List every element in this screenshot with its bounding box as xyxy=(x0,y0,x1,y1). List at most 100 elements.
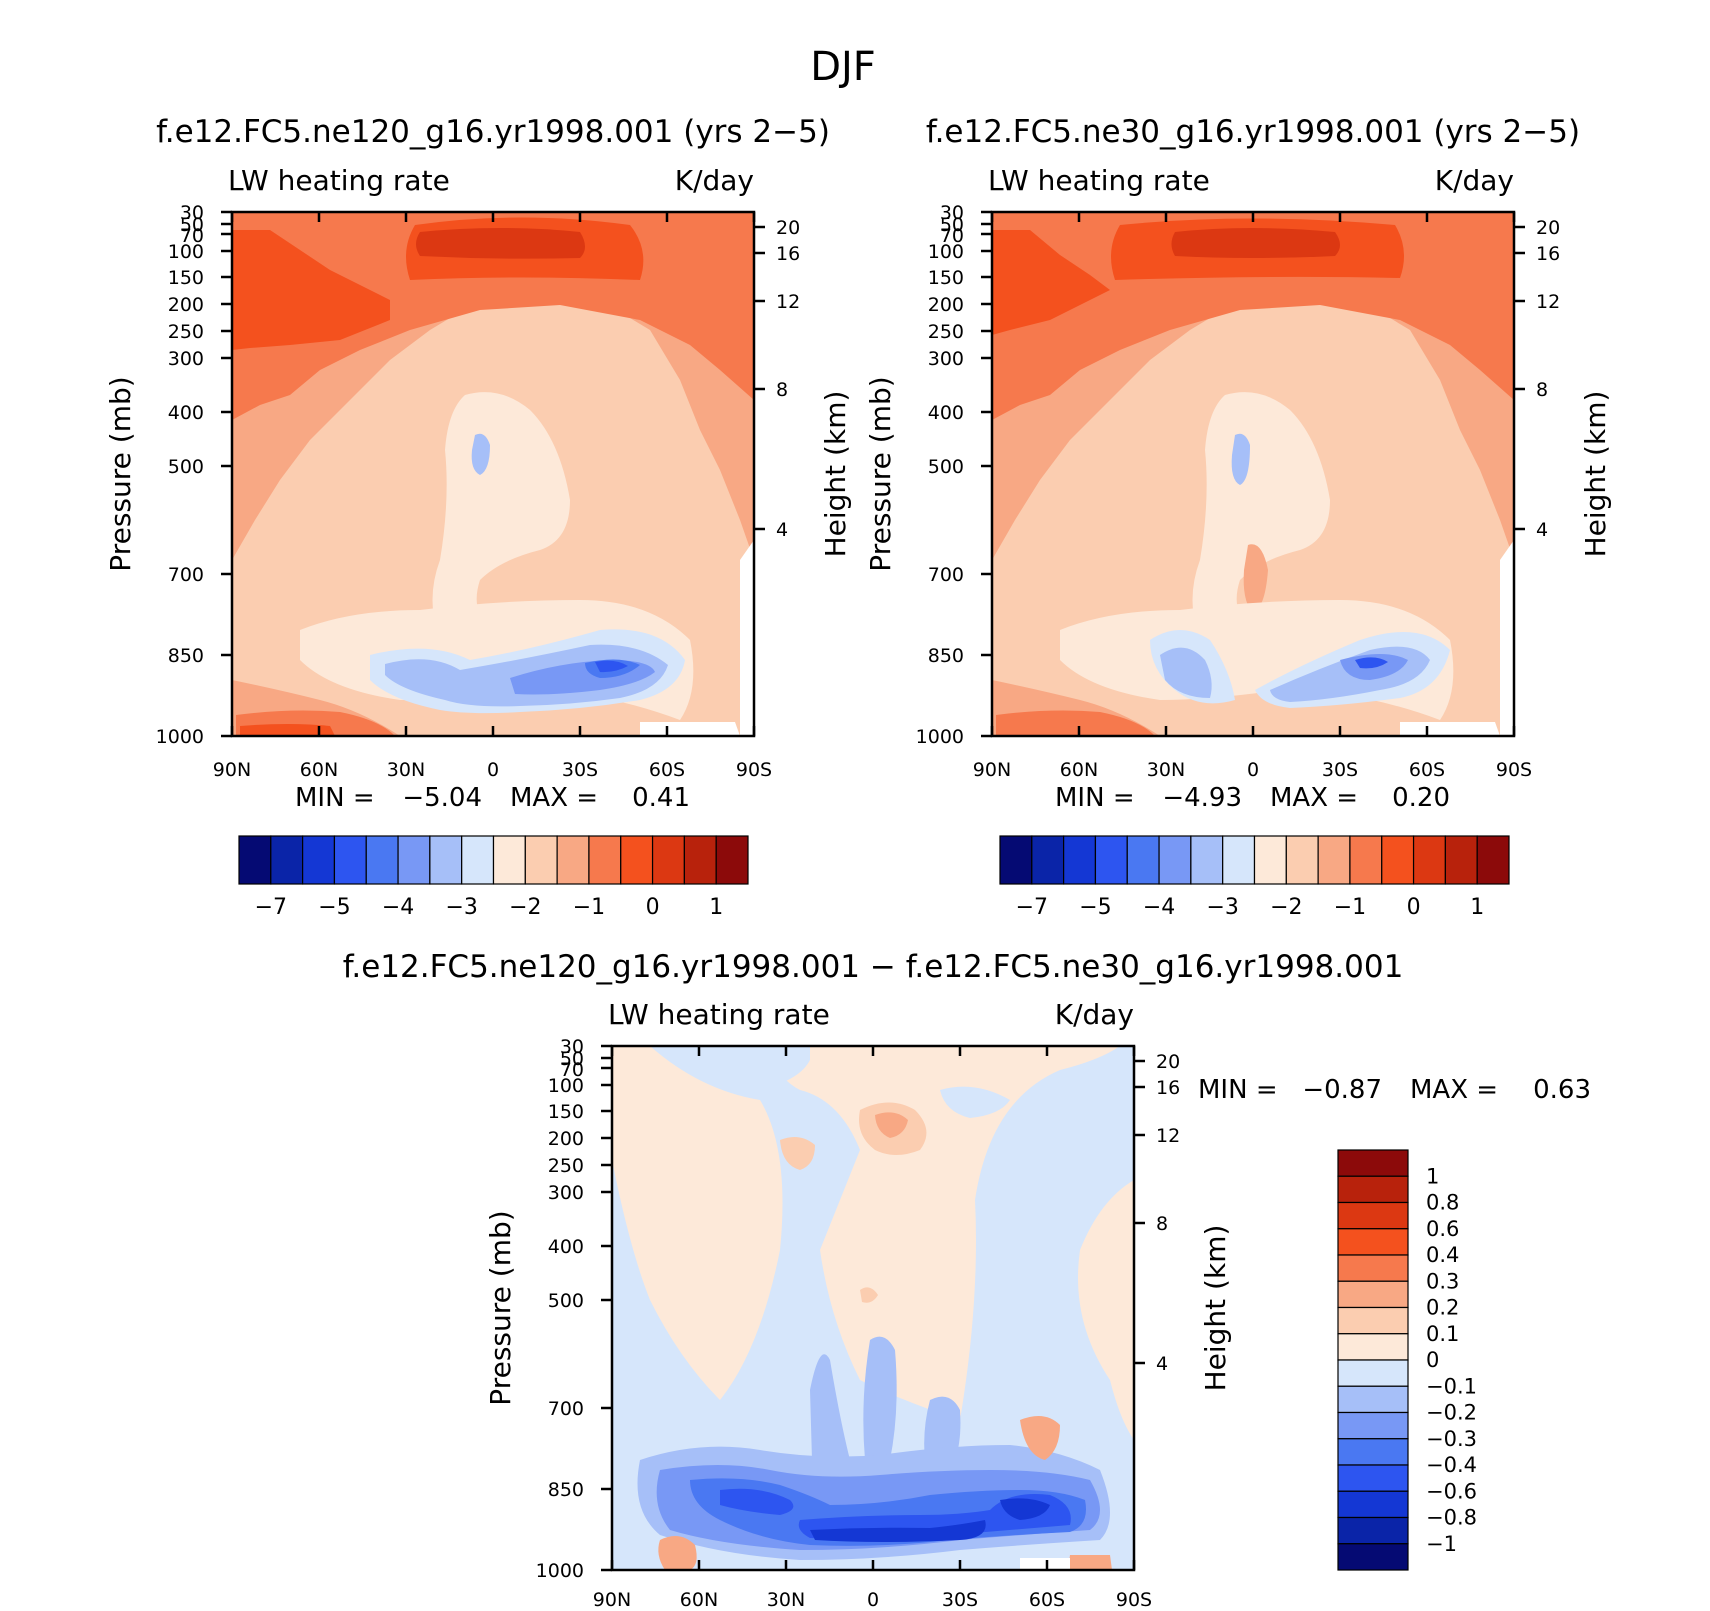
y-tick-label: 100 xyxy=(548,1075,584,1097)
x-tick-label: 30S xyxy=(942,1589,978,1611)
y-tick-label: 300 xyxy=(548,1182,584,1204)
y-tick-label: 850 xyxy=(928,645,964,667)
y-tick-label: 500 xyxy=(548,1290,584,1312)
colorbar-swatch xyxy=(588,835,622,885)
y-tick-label: 700 xyxy=(548,1398,584,1420)
x-tick-label: 90S xyxy=(736,759,772,781)
y-tick-label: 50 xyxy=(940,214,964,236)
y-tick-label: 300 xyxy=(168,348,204,370)
height-tick-label: 4 xyxy=(1156,1353,1168,1375)
colorbar-tick-label: −0.3 xyxy=(1426,1427,1477,1451)
min-value: −0.87 xyxy=(1302,1075,1382,1105)
colorbar-swatch xyxy=(365,835,399,885)
y-tick-label: 150 xyxy=(928,267,964,289)
min-max-stats: MIN = −0.87 MAX = 0.63 xyxy=(1198,1075,1591,1105)
colorbar-swatch xyxy=(1337,1175,1409,1204)
x-tick-label: 30S xyxy=(562,759,598,781)
height-tick-label: 4 xyxy=(1536,519,1548,541)
colorbar-swatch xyxy=(1158,835,1192,885)
max-value: 0.41 xyxy=(632,783,690,813)
x-tick-label: 90S xyxy=(1496,759,1532,781)
max-label: MAX = xyxy=(510,783,598,813)
min-label: MIN = xyxy=(295,783,375,813)
y-axis-label: Pressure (mb) xyxy=(864,376,897,571)
y-tick-label: 850 xyxy=(548,1479,584,1501)
colorbar-swatch xyxy=(1337,1254,1409,1282)
colorbar-tick-label: 0.1 xyxy=(1426,1322,1459,1346)
height-axis-label: Height (km) xyxy=(819,391,852,558)
y-tick-label: 30 xyxy=(560,1036,584,1058)
colorbar-swatch xyxy=(1337,1385,1409,1414)
variable-label: LW heating rate xyxy=(988,164,1210,197)
y-axis-pressure: 30 50 70 100 150 200 250 300 400 500 700… xyxy=(864,202,992,748)
min-value: −5.04 xyxy=(402,783,482,813)
y-axis-label: Pressure (mb) xyxy=(484,1210,517,1405)
colorbar-tick-label: −3 xyxy=(1206,895,1238,920)
height-tick-label: 20 xyxy=(1536,217,1560,239)
height-tick-label: 8 xyxy=(776,379,788,401)
panel-ne120: f.e12.FC5.ne120_g16.yr1998.001 (yrs 2−5)… xyxy=(104,114,852,920)
y-tick-label: 150 xyxy=(168,267,204,289)
colorbar-tick-label: 0.6 xyxy=(1426,1217,1459,1241)
colorbar-swatch xyxy=(620,835,654,885)
colorbar-swatch xyxy=(1222,835,1256,885)
colorbar-swatch xyxy=(302,835,336,885)
contour-field xyxy=(992,212,1514,736)
colorbar-tick-label: −1 xyxy=(573,895,605,920)
height-tick-label: 12 xyxy=(776,291,800,313)
min-max-stats: MIN = −4.93 MAX = 0.20 xyxy=(1055,783,1450,813)
y-tick-label: 250 xyxy=(168,321,204,343)
max-label: MAX = xyxy=(1410,1075,1498,1105)
colorbar-swatch xyxy=(461,835,495,885)
height-tick-label: 16 xyxy=(776,243,800,265)
colorbar-swatch xyxy=(1253,835,1287,885)
y-tick-label: 200 xyxy=(928,294,964,316)
colorbar-tick-label: 0 xyxy=(646,895,660,920)
colorbar-swatch xyxy=(1337,1149,1409,1177)
colorbar-tick-label: 0.3 xyxy=(1426,1269,1459,1293)
y-tick-label: 200 xyxy=(168,294,204,316)
colorbar-tick-label: 1 xyxy=(709,895,723,920)
colorbar-tick-label: −0.2 xyxy=(1426,1401,1477,1425)
colorbar-swatch xyxy=(1444,835,1478,885)
colorbar-tick-label: −2 xyxy=(509,895,541,920)
x-tick-label: 90S xyxy=(1116,1589,1152,1611)
colorbar-swatch xyxy=(1349,835,1383,885)
y-tick-label: 50 xyxy=(560,1048,584,1070)
height-tick-label: 20 xyxy=(776,217,800,239)
contour-field xyxy=(232,212,754,736)
min-label: MIN = xyxy=(1198,1075,1278,1105)
height-axis-label: Height (km) xyxy=(1199,1225,1232,1392)
colorbar-tick-label: −1 xyxy=(1334,895,1366,920)
colorbar-swatch xyxy=(1337,1359,1409,1387)
units-label: K/day xyxy=(1055,998,1134,1031)
colorbar-tick-label: −7 xyxy=(255,895,287,920)
y-tick-label: 150 xyxy=(548,1101,584,1123)
colorbar-swatch xyxy=(999,835,1033,885)
y-tick-label: 400 xyxy=(928,402,964,424)
colorbar-tick-label: −5 xyxy=(1079,895,1111,920)
panel-title: f.e12.FC5.ne120_g16.yr1998.001 (yrs 2−5) xyxy=(156,114,830,150)
colorbar-tick-label: 0.4 xyxy=(1426,1243,1459,1267)
colorbar-swatch xyxy=(1337,1411,1409,1440)
x-tick-label: 60S xyxy=(1409,759,1445,781)
colorbar-tick-label: −0.4 xyxy=(1426,1453,1477,1477)
x-tick-label: 60S xyxy=(1029,1589,1065,1611)
x-tick-label: 60N xyxy=(1060,759,1098,781)
colorbar-swatch xyxy=(1126,835,1160,885)
y-axis-pressure: 30 50 70 100 150 200 250 300 400 500 700… xyxy=(104,202,232,748)
colorbar: 1 0.80.60.40.3 0.20.10−0.1 −0.2−0.3−0.4−0.6… xyxy=(1337,1149,1477,1571)
min-label: MIN = xyxy=(1055,783,1135,813)
x-axis: 90N 60N 30N 0 30S 60S 90S xyxy=(593,1046,1152,1611)
y-tick-label: 700 xyxy=(168,564,204,586)
colorbar-swatch xyxy=(1381,835,1415,885)
y-tick-label: 500 xyxy=(168,456,204,478)
colorbar-swatch xyxy=(429,835,463,885)
colorbar-swatch xyxy=(1031,835,1065,885)
x-tick-label: 0 xyxy=(867,1589,879,1611)
y-axis-height: 20 16 12 8 4 Height (km) xyxy=(1134,1051,1232,1391)
colorbar-tick-label: 1 xyxy=(1426,1164,1439,1188)
colorbar-tick-label: −0.6 xyxy=(1426,1479,1477,1503)
y-tick-label: 100 xyxy=(928,241,964,263)
height-tick-label: 16 xyxy=(1156,1077,1180,1099)
